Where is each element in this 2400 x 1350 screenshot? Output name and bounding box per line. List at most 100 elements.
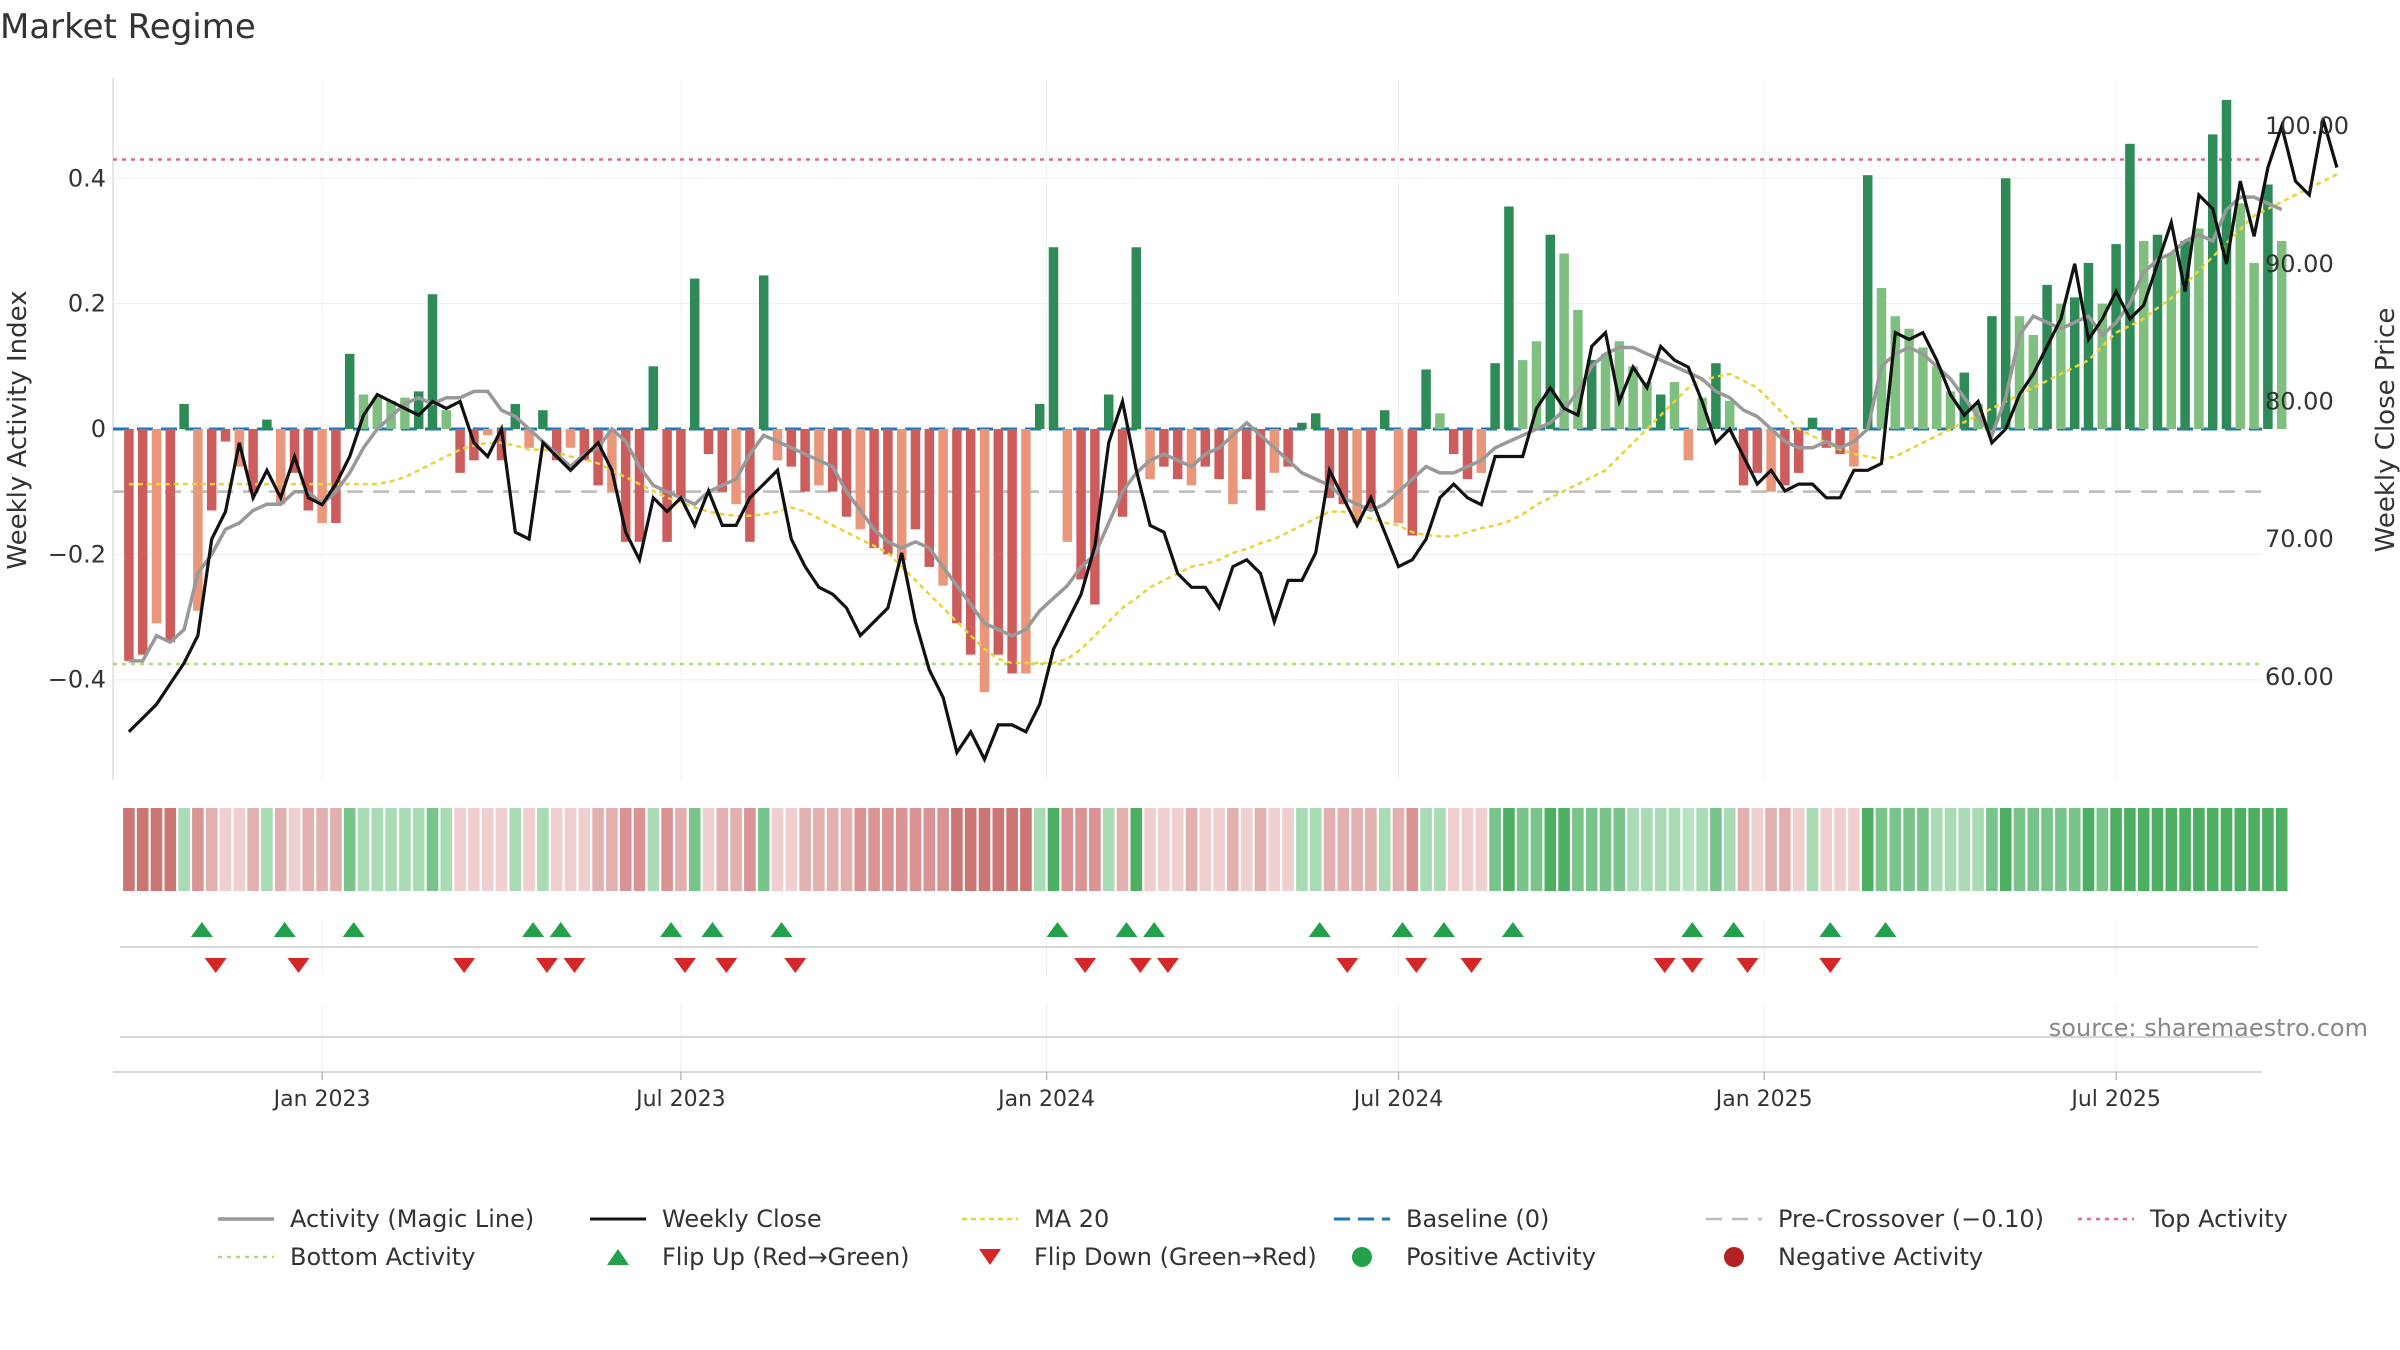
flip-up-marker <box>770 922 793 937</box>
flip-up-marker <box>522 922 545 937</box>
regime-cell <box>1889 808 1902 891</box>
positive-bar <box>1310 413 1321 429</box>
regime-cell <box>1309 808 1322 891</box>
regime-cell <box>1682 808 1695 891</box>
regime-cell <box>412 808 425 891</box>
regime-cell <box>1875 808 1888 891</box>
negative-bar <box>303 429 314 511</box>
negative-bar <box>607 429 617 492</box>
gridlines <box>113 78 2262 1072</box>
regime-cell <box>1544 808 1557 891</box>
flip-down-marker <box>1736 958 1759 973</box>
negative-bar <box>331 429 341 524</box>
negative-bar <box>841 429 852 517</box>
regime-cell <box>813 808 825 891</box>
weekly-close-line <box>127 118 2339 764</box>
regime-cell <box>868 808 880 891</box>
flip-up-marker <box>190 922 213 937</box>
positive-bar <box>2000 178 2011 429</box>
regime-cell <box>371 808 384 891</box>
flip-up-marker <box>342 922 365 937</box>
legend-swatch <box>607 1249 629 1265</box>
positive-bar <box>441 410 452 429</box>
legend-label: Top Activity <box>2149 1205 2288 1233</box>
regime-cell <box>1475 808 1488 891</box>
regime-cell <box>730 808 742 891</box>
negative-bar <box>952 429 962 624</box>
positive-bar <box>2111 244 2121 429</box>
negative-bar <box>745 429 755 542</box>
regime-cell <box>1240 808 1253 891</box>
regime-cell <box>454 808 466 891</box>
flip-up-marker <box>549 922 572 937</box>
flip-up-marker <box>1391 922 1414 937</box>
positive-bar <box>1297 422 1307 429</box>
positive-bar <box>1642 381 1652 429</box>
regime-cell <box>578 808 591 891</box>
legend-label: Bottom Activity <box>290 1243 475 1271</box>
right-tick-label: 90.00 <box>2265 250 2334 278</box>
flip-up-marker <box>1501 922 1524 937</box>
regime-cell <box>2248 808 2260 891</box>
flip-up-marker <box>1115 922 1138 937</box>
regime-cell <box>923 808 936 891</box>
negative-bar <box>1241 429 1252 480</box>
negative-bar <box>551 429 562 461</box>
legend: Activity (Magic Line) Weekly Close MA 20 Ba… <box>218 1205 2288 1271</box>
regime-cell <box>343 808 356 891</box>
regime-cell <box>1696 808 1708 891</box>
negative-bar <box>938 429 948 586</box>
regime-cell <box>1102 808 1115 891</box>
negative-bar <box>662 429 672 542</box>
regime-cell <box>909 808 922 891</box>
positive-bar <box>1890 316 1901 429</box>
positive-bar <box>358 394 369 429</box>
positive-bar <box>1379 410 1390 429</box>
positive-bar <box>1876 287 1887 429</box>
regime-cell <box>1213 808 1225 891</box>
negative-bar <box>1159 429 1169 467</box>
positive-bar <box>1862 175 1873 429</box>
regime-cell <box>1806 808 1819 891</box>
positive-bar <box>1959 372 1970 429</box>
regime-cell <box>757 808 770 891</box>
regime-cell <box>385 808 397 891</box>
negative-bar <box>883 429 893 555</box>
positive-bar <box>1600 353 1611 429</box>
positive-bar <box>2042 284 2052 429</box>
negative-bar <box>565 429 576 448</box>
positive-bar <box>1918 347 1928 429</box>
regime-cell <box>1585 808 1598 891</box>
flip-up-marker <box>1681 922 1704 937</box>
negative-bar <box>1324 429 1335 498</box>
positive-bar <box>1517 360 1528 429</box>
negative-bar <box>1283 429 1293 467</box>
flip-up-marker <box>701 922 724 937</box>
regime-cell <box>564 808 577 891</box>
positive-bar <box>2166 253 2177 429</box>
regime-cell <box>1282 808 1294 891</box>
regime-cell <box>2055 808 2067 891</box>
regime-cell <box>1144 808 1156 891</box>
negative-bar <box>979 429 990 693</box>
positive-bar <box>1987 316 1997 429</box>
negative-bar <box>1793 429 1804 473</box>
legend-label: Weekly Close <box>662 1205 822 1233</box>
reference-lines <box>113 158 2262 666</box>
negative-bar <box>1780 429 1790 486</box>
regime-cell <box>606 808 618 891</box>
negative-bar <box>482 429 493 436</box>
regime-cell <box>2206 808 2219 891</box>
regime-cell <box>357 808 370 891</box>
legend-label: Negative Activity <box>1778 1243 1983 1271</box>
positive-bar <box>538 410 548 429</box>
positive-bar <box>2207 134 2218 430</box>
regime-cell <box>1434 808 1446 891</box>
series-lines <box>127 118 2339 764</box>
regime-cell <box>1158 808 1170 891</box>
positive-bar <box>344 353 355 429</box>
negative-bar <box>275 429 286 505</box>
positive-bar <box>2276 240 2287 429</box>
flip-down-marker <box>1405 958 1428 973</box>
flip-markers <box>190 922 1897 973</box>
